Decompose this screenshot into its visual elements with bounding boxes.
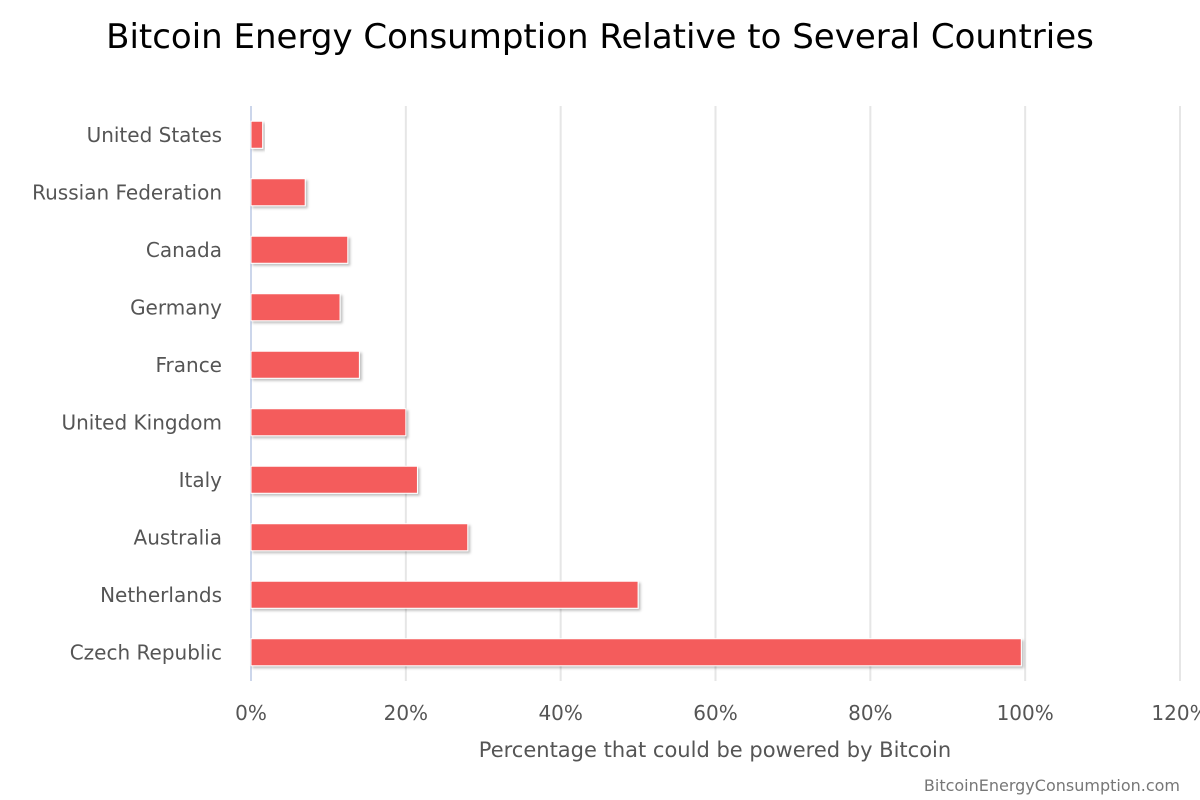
category-label: Canada: [146, 238, 222, 262]
category-label: Germany: [130, 295, 222, 319]
category-label: Czech Republic: [70, 640, 222, 664]
bars: [250, 120, 1022, 667]
category-label: United Kingdom: [61, 410, 222, 434]
bar[interactable]: [250, 120, 264, 149]
bar[interactable]: [250, 465, 418, 494]
x-axis-title: Percentage that could be powered by Bitc…: [479, 738, 951, 762]
category-labels: United States Russian Federation Canada Ger…: [32, 123, 222, 665]
x-tick-label: 100%: [997, 701, 1054, 725]
category-label: Russian Federation: [32, 180, 222, 204]
bar[interactable]: [250, 350, 360, 379]
bar[interactable]: [250, 580, 639, 609]
bar[interactable]: [250, 178, 306, 207]
category-label: Netherlands: [100, 583, 222, 607]
chart-title: Bitcoin Energy Consumption Relative to S…: [106, 17, 1094, 57]
category-label: France: [155, 353, 222, 377]
x-tick-label: 0%: [235, 701, 267, 725]
bar[interactable]: [250, 638, 1022, 667]
category-label: Australia: [134, 525, 222, 549]
bar[interactable]: [250, 523, 469, 552]
bar[interactable]: [250, 235, 349, 264]
x-tick-label: 80%: [848, 701, 892, 725]
category-label: United States: [87, 123, 222, 147]
x-tick-label: 20%: [384, 701, 428, 725]
x-tick-labels: 0% 20% 40% 60% 80% 100% 120%: [235, 701, 1200, 725]
bar[interactable]: [250, 293, 341, 322]
x-tick-label: 40%: [538, 701, 582, 725]
bar[interactable]: [250, 408, 407, 437]
category-label: Italy: [179, 468, 223, 492]
x-tick-label: 120%: [1151, 701, 1200, 725]
credit-text[interactable]: BitcoinEnergyConsumption.com: [924, 776, 1180, 795]
x-tick-label: 60%: [693, 701, 737, 725]
